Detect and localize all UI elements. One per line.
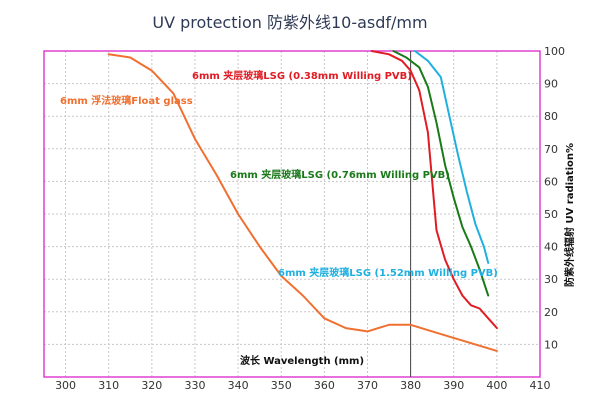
- x-tick-370: 370: [357, 379, 378, 392]
- series-line-lsg-152: [413, 50, 490, 264]
- series-labels: 6mm 浮法玻璃Float glass 6mm 夹层玻璃LSG (0.38mm …: [60, 69, 498, 279]
- x-tick-390: 390: [443, 379, 464, 392]
- series-label-lsg-152: 6mm 夹层玻璃LSG (1.52mm Willing PVB): [278, 266, 498, 279]
- y-tick-labels: 10 20 30 40 50 60 70 80 90 100: [544, 45, 565, 351]
- x-tick-360: 360: [314, 379, 335, 392]
- y-tick-100: 100: [544, 45, 565, 58]
- x-tick-330: 330: [184, 379, 205, 392]
- x-tick-310: 310: [98, 379, 119, 392]
- y-tick-90: 90: [544, 78, 558, 91]
- x-tick-400: 400: [486, 379, 507, 392]
- y-tick-30: 30: [544, 273, 558, 286]
- y-tick-10: 10: [544, 338, 558, 351]
- x-axis-label: 波长 Wavelength (mm): [240, 354, 364, 367]
- y-tick-70: 70: [544, 143, 558, 156]
- y-tick-50: 50: [544, 208, 558, 221]
- x-tick-labels: 300 310 320 330 340 350 360 370 380 390 400 410: [55, 379, 550, 392]
- series-label-float-glass: 6mm 浮法玻璃Float glass: [60, 94, 193, 107]
- plot-frame: [43, 50, 541, 378]
- y-tick-60: 60: [544, 175, 558, 188]
- series-layer: [107, 50, 498, 352]
- y-axis-label: 防紫外线辐射 UV radiation%: [563, 143, 576, 287]
- series-line-float-glass: [107, 53, 498, 352]
- y-tick-80: 80: [544, 110, 558, 123]
- x-tick-320: 320: [141, 379, 162, 392]
- series-line-lsg-076: [392, 50, 490, 297]
- x-tick-340: 340: [228, 379, 249, 392]
- y-tick-20: 20: [544, 306, 558, 319]
- x-tick-410: 410: [530, 379, 551, 392]
- series-line-lsg-038: [370, 50, 498, 330]
- x-tick-300: 300: [55, 379, 76, 392]
- y-tick-40: 40: [544, 241, 558, 254]
- x-tick-380: 380: [400, 379, 421, 392]
- x-tick-350: 350: [271, 379, 292, 392]
- series-label-lsg-076: 6mm 夹层玻璃LSG (0.76mm Willing PVB): [230, 168, 450, 181]
- chart-title: UV protection 防紫外线10-asdf/mm: [152, 13, 427, 32]
- series-label-lsg-038: 6mm 夹层玻璃LSG (0.38mm Willing PVB): [192, 69, 412, 82]
